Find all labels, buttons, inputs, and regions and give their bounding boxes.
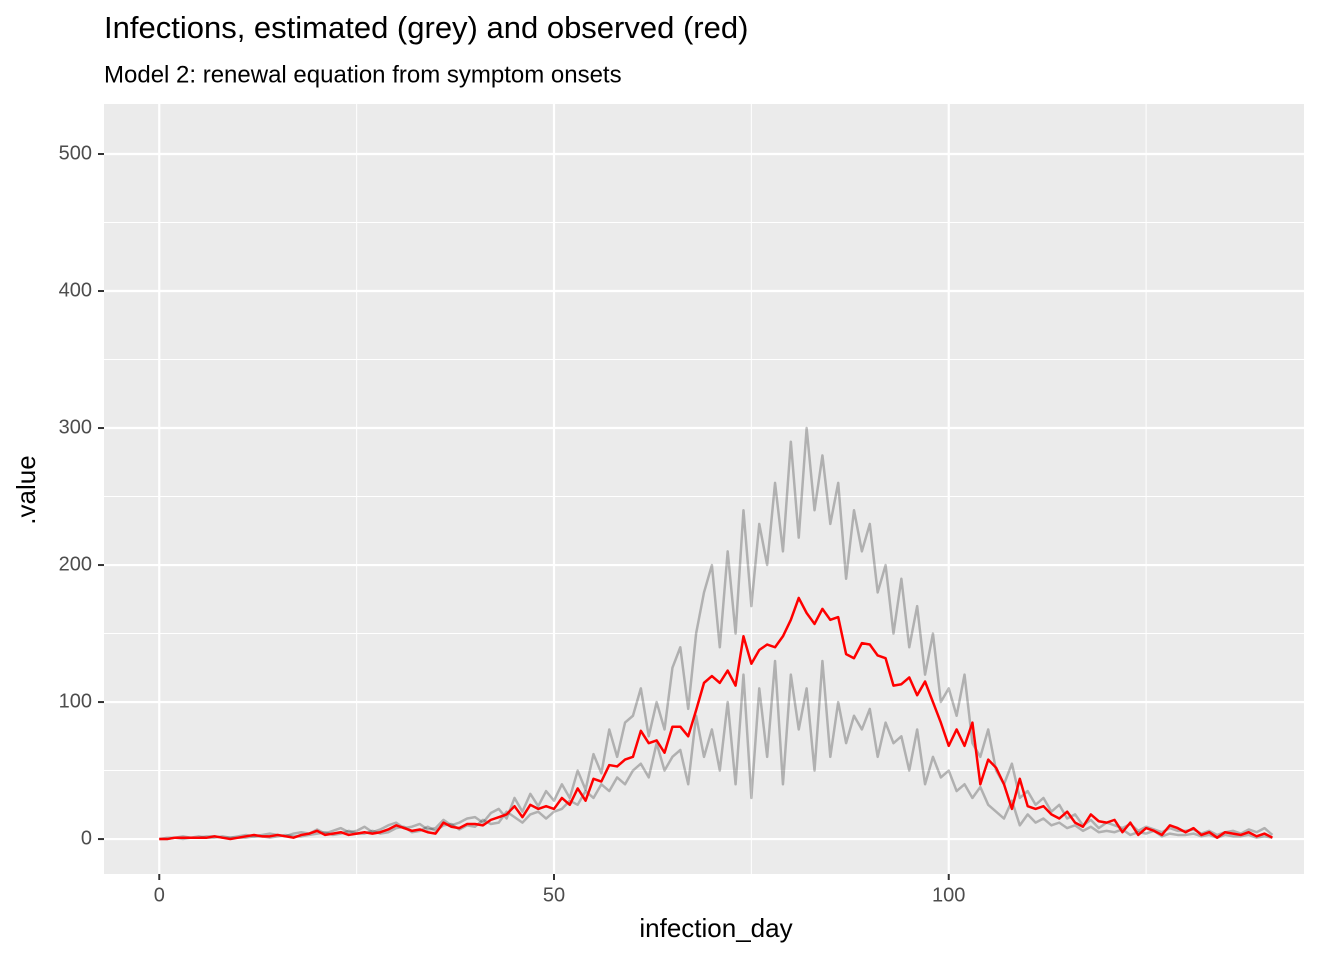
y-tick-label: 500	[59, 142, 92, 164]
panel	[104, 104, 1304, 874]
y-tick-label: 200	[59, 553, 92, 575]
series-line	[159, 659, 1273, 841]
chart-subtitle: Model 2: renewal equation from symptom o…	[104, 61, 622, 88]
x-axis-title: infection_day	[639, 913, 792, 943]
y-tick-label: 400	[59, 279, 92, 301]
y-axis-title: .value	[11, 455, 41, 524]
y-tick-label: 100	[59, 690, 92, 712]
y-tick-label: 0	[81, 827, 92, 849]
series-line	[159, 596, 1273, 841]
chart-title: Infections, estimated (grey) and observe…	[104, 10, 748, 45]
x-tick-label: 0	[154, 884, 165, 906]
x-tick-label: 50	[543, 884, 565, 906]
x-tick-label: 100	[932, 884, 965, 906]
y-tick-label: 300	[59, 416, 92, 438]
